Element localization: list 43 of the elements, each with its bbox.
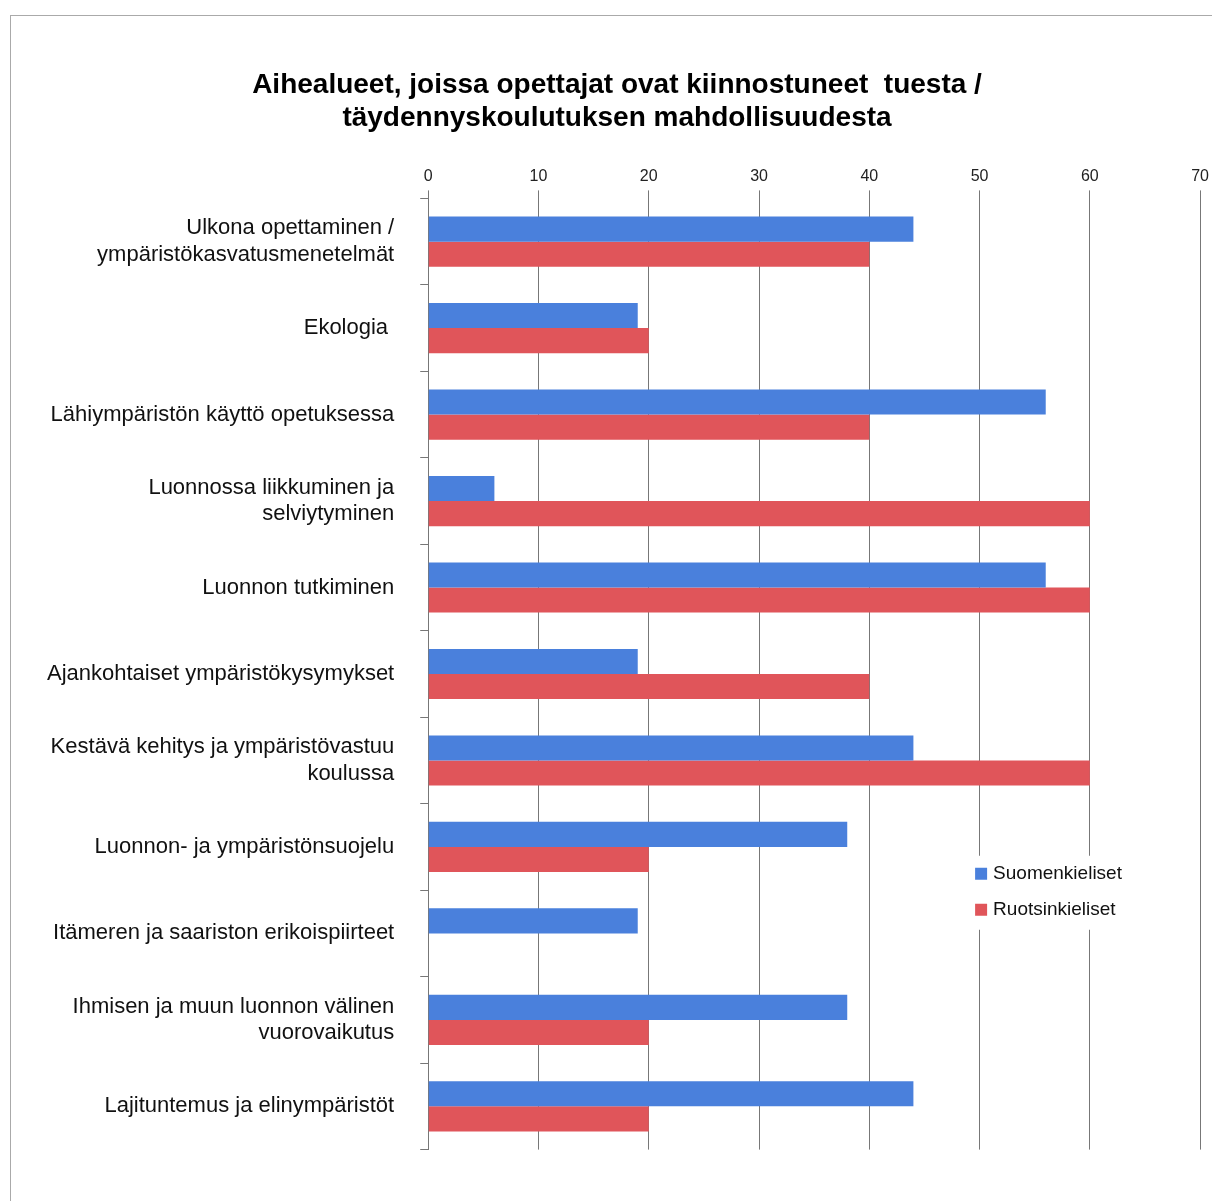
x-tick-label: 30: [750, 167, 769, 185]
y-tick-label: Luonnon tutkiminen: [202, 573, 395, 599]
y-tick-label: Lähiympäristön käyttö opetuksessa: [50, 400, 395, 426]
x-tick-label: 0: [423, 167, 433, 185]
bar: [428, 303, 638, 329]
y-tick-label: Lajituntemus ja elinympäristöt: [104, 1092, 395, 1118]
bar: [428, 908, 638, 934]
bar: [428, 501, 1090, 527]
x-tick-label: 10: [529, 167, 548, 185]
bar: [428, 994, 848, 1020]
bar: [428, 821, 848, 847]
legend-label: Ruotsinkieliset: [993, 897, 1117, 919]
bar: [428, 1019, 649, 1045]
x-tick-label: 40: [860, 167, 879, 185]
bar: [428, 328, 649, 354]
y-tick-label: Ulkona opettaminen / ympäristökasvatusmenetelmät: [97, 214, 396, 266]
bar: [428, 389, 1046, 415]
bar: [428, 562, 1046, 588]
x-tick-label: 20: [639, 167, 658, 185]
bar: [428, 760, 1090, 786]
bar: [428, 735, 914, 761]
bar: [428, 414, 870, 440]
x-tick-label: 60: [1080, 167, 1099, 185]
bar: [428, 674, 870, 700]
y-tick-label: Luonnon- ja ympäristönsuojelu: [94, 833, 395, 859]
y-tick-label: Ihmisen ja muun luonnon välinen vuorovaikutus: [72, 992, 395, 1045]
y-tick-label: Ekologia: [303, 314, 395, 340]
bar: [428, 846, 649, 873]
bar: [428, 1081, 914, 1107]
y-tick-label: Kestävä kehitys ja ympäristövastuu koulussa: [50, 733, 395, 785]
bar: [428, 648, 638, 674]
bar: [428, 475, 495, 502]
chart-title: Aihealueet, joissa opettajat ovat kiinnostuneet tuesta / täydennyskoulutuksen mahdollisuudesta: [252, 67, 983, 133]
x-tick-label: 50: [970, 167, 989, 185]
y-tick-label: Luonnossa liikkuminen ja selviytyminen: [148, 473, 395, 526]
x-tick-label: 70: [1191, 167, 1210, 185]
bar: [428, 587, 1090, 613]
legend-label: Suomenkieliset: [993, 861, 1123, 883]
y-tick-label: Ajankohtaiset ympäristökysymykset: [47, 660, 395, 686]
bar: [428, 241, 870, 267]
bar: [428, 1106, 649, 1132]
y-tick-label: Itämeren ja saariston erikoispiirteet: [53, 919, 395, 945]
bar: [428, 216, 914, 242]
